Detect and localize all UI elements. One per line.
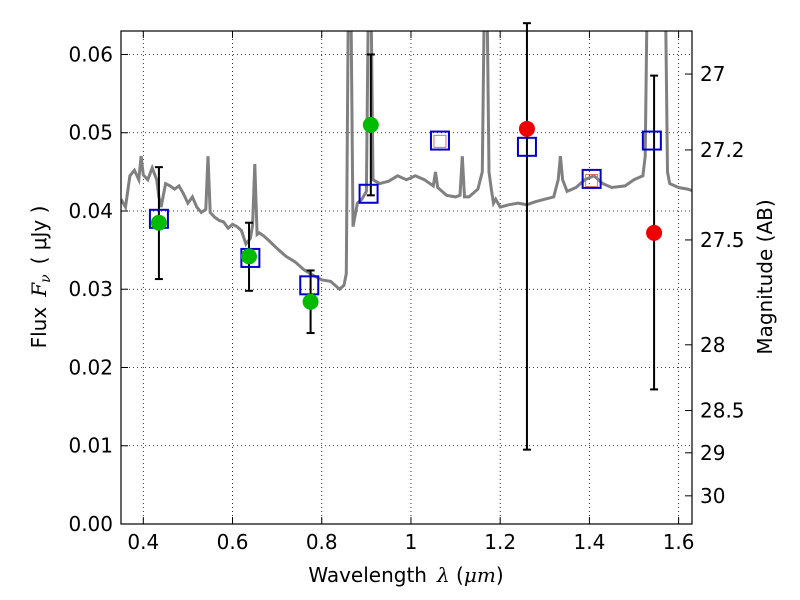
y2-axis-label: Magnitude (AB) bbox=[753, 199, 777, 354]
y-tick-label: 0.01 bbox=[68, 434, 113, 458]
model-flux-square bbox=[358, 183, 379, 204]
x-axis-label-open: ( bbox=[450, 563, 464, 587]
x-tick-label: 0.6 bbox=[217, 530, 249, 554]
marks bbox=[148, 22, 663, 451]
y-axis-label-unit: ( μJy ) bbox=[27, 206, 51, 265]
inner-square bbox=[585, 173, 599, 187]
model-flux-square bbox=[516, 136, 537, 157]
plot-background bbox=[121, 31, 692, 524]
non-detection-point bbox=[518, 120, 535, 137]
y2-tick-label: 27.2 bbox=[700, 138, 745, 162]
model-flux-square bbox=[429, 130, 450, 151]
plot-frame bbox=[120, 30, 693, 525]
y-tick-label: 0.03 bbox=[68, 277, 113, 301]
y-axis-label-text: Flux bbox=[27, 307, 51, 349]
y-axis-label: Flux Fν ( μJy ) bbox=[27, 206, 54, 349]
detection-point bbox=[241, 248, 258, 265]
x-tick-label: 1.6 bbox=[663, 530, 695, 554]
y-axis-label-symbol: F bbox=[27, 282, 51, 298]
y-tick-label: 0.06 bbox=[68, 42, 113, 66]
y2-tick-label: 27.5 bbox=[700, 228, 745, 252]
y-tick-label: 0.04 bbox=[68, 199, 113, 223]
y2-tick-label: 30 bbox=[700, 484, 725, 508]
y-tick-label: 0.05 bbox=[68, 121, 113, 145]
x-tick-label: 1.4 bbox=[573, 530, 605, 554]
x-axis-label-unit: μm bbox=[464, 563, 496, 587]
y2-tick-label: 28.5 bbox=[700, 399, 745, 423]
inner-square bbox=[433, 134, 447, 148]
y-tick-label: 0.00 bbox=[68, 512, 113, 536]
detection-point bbox=[362, 116, 379, 133]
tick-labels: 0.4 0.6 0.8 1 1.2 1.4 1.6 0.00 0.01 0.02 0.03 0.04 0… bbox=[68, 42, 744, 554]
x-tick-label: 1.2 bbox=[484, 530, 516, 554]
x-tick-label: 0.8 bbox=[306, 530, 338, 554]
x-tick-label: 0.4 bbox=[127, 530, 159, 554]
x-axis-label-text: Wavelength bbox=[308, 563, 427, 587]
y2-tick-label: 28 bbox=[700, 333, 725, 357]
model-flux-square bbox=[641, 130, 662, 151]
y2-tick-label: 27 bbox=[700, 62, 725, 86]
y-axis-label-sub: ν bbox=[38, 274, 54, 283]
ticks bbox=[121, 31, 692, 525]
model-flux-square bbox=[581, 168, 602, 189]
x-axis-label: Wavelength λ (μm) bbox=[308, 563, 503, 587]
x-axis-label-symbol: λ bbox=[436, 563, 450, 587]
detection-point bbox=[302, 293, 319, 310]
non-detection-point bbox=[646, 224, 663, 241]
model-spectrum-line bbox=[121, 31, 692, 292]
y2-tick-label: 29 bbox=[700, 441, 725, 465]
y-tick-label: 0.02 bbox=[68, 355, 113, 379]
detection-point bbox=[150, 214, 167, 231]
x-tick-label: 1 bbox=[405, 530, 418, 554]
plot-area bbox=[121, 31, 692, 292]
x-axis-label-close: ) bbox=[496, 563, 504, 587]
